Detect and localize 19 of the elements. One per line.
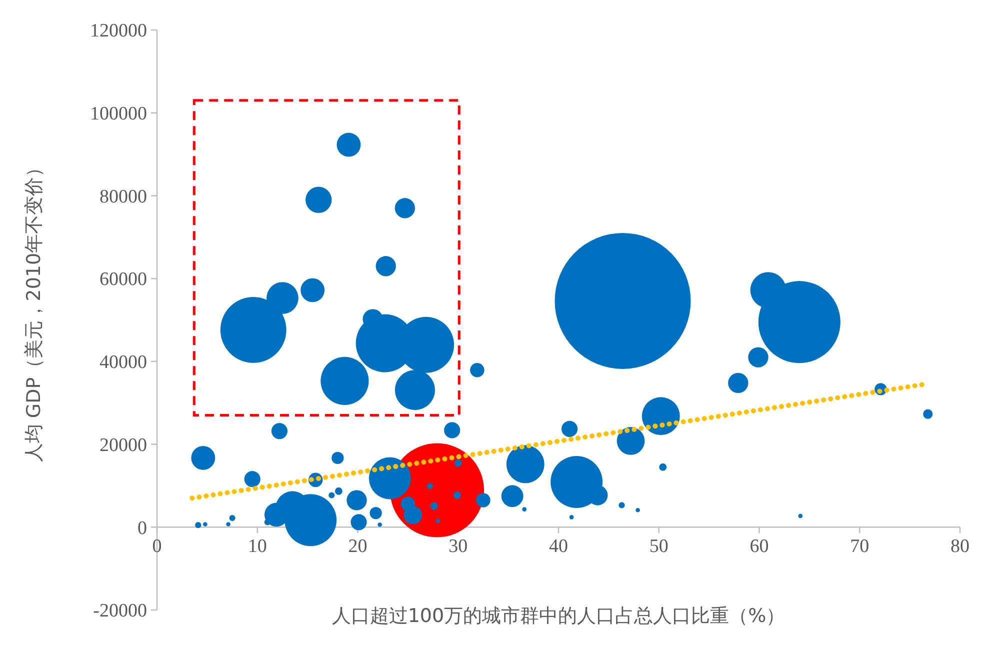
- x-tick-label: 60: [750, 536, 769, 558]
- x-tick-label: 20: [348, 536, 368, 558]
- x-tick-label: 50: [649, 536, 668, 558]
- x-tick-label: 30: [448, 536, 468, 558]
- y-tick-label: 20000: [100, 434, 147, 456]
- y-tick-label: 60000: [100, 269, 147, 290]
- x-tick-label: 10: [248, 536, 267, 558]
- y-tick-label: 100000: [90, 104, 147, 125]
- y-tick-label: -20000: [93, 600, 147, 622]
- y-axis-title: 人均 GDP（美元，2010年不变价）: [23, 158, 45, 462]
- x-axis-title: 人口超过100万的城市群中的人口占总人口比重（%）: [332, 605, 786, 627]
- x-tick-label: 40: [549, 536, 568, 558]
- y-tick-label: 40000: [100, 352, 147, 374]
- y-tick-label: 80000: [100, 186, 147, 208]
- x-tick-label: 0: [152, 536, 162, 558]
- x-tick-label: 70: [850, 536, 870, 558]
- x-tick-label: 80: [950, 536, 970, 558]
- y-tick-label: 120000: [90, 20, 147, 42]
- y-tick-label: 0: [138, 518, 147, 539]
